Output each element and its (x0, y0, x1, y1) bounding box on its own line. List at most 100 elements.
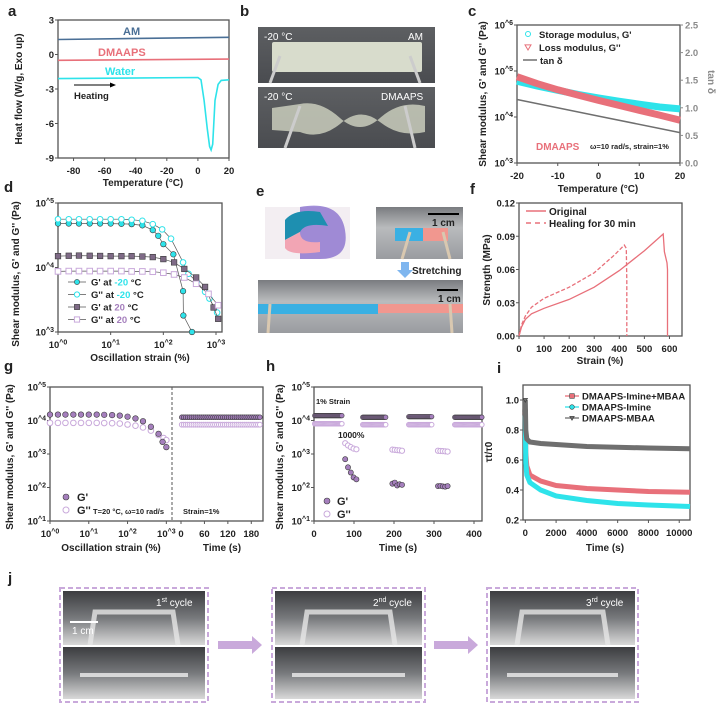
chart-c-xtick-label: -20 (510, 171, 524, 182)
chart-g-legend-marker-gpp (62, 506, 70, 514)
chart-f-xtick-label: 0 (516, 344, 521, 355)
chart-g-point-gpp (46, 419, 54, 427)
chart-f-ytick-label: 0.09 (497, 232, 516, 243)
chart-h-ylabel: Shear modulus, G' and G'' (Pa) (275, 384, 286, 530)
chart-d-point-2 (107, 253, 114, 260)
chart-g-left-xtick-label: 10^2 (118, 528, 137, 541)
chart-g-point-gp (85, 411, 92, 418)
chart-d-line-0 (58, 223, 193, 333)
chart-g-point-gp (147, 423, 155, 430)
chart-d-point-3 (205, 290, 212, 298)
chart-i-ytick-label: 0.4 (506, 486, 520, 497)
chart-g-point-gp (132, 415, 139, 422)
chart-g-point-gpp (70, 419, 77, 427)
chart-g-condition-left: T=20 °C, ω=10 rad/s (93, 507, 164, 516)
panel-j-photos: 1st cycle 2nd cycle 3rd cycle 1 cm (59, 587, 639, 703)
chart-a-label-am: AM (123, 26, 140, 38)
chart-c-right-ytick-label: 0.0 (685, 159, 698, 170)
chart-d-point-2 (65, 252, 72, 259)
photo-b-temp-top: -20 °C (264, 32, 292, 43)
chart-d-point-3 (118, 267, 125, 275)
chart-g-left-xtick-label: 10^3 (157, 528, 176, 541)
chart-i-xtick-label: 2000 (546, 528, 567, 539)
chart-a-annotation-heating: Heating (74, 91, 109, 102)
chart-d-legend-label-0: G' at -20 °C (91, 278, 142, 289)
chart-f-xtick-label: 200 (561, 344, 577, 355)
chart-f-line-healing (518, 244, 628, 337)
chart-g-ytick-label: 10^3 (27, 448, 46, 461)
chart-d-point-2 (193, 274, 200, 281)
chart-h-point-gp (345, 464, 351, 471)
chart-d-point-0 (155, 232, 162, 239)
chart-c-right-ytick-label: 1.5 (685, 76, 699, 87)
chart-h-point-gp (429, 414, 435, 420)
chart-a-xtick-label: 20 (224, 166, 235, 177)
chart-g-point-gpp (62, 419, 69, 427)
panel-label-a: a (8, 3, 17, 20)
chart-f-xtick-label: 500 (636, 344, 652, 355)
chart-i-start-point-2 (522, 398, 529, 403)
chart-c-right-ytick-label: 0.5 (685, 131, 699, 142)
chart-i-frame (522, 384, 691, 521)
photo-j-frame-3 (486, 587, 639, 703)
chart-c-legend-tan: tan δ (540, 56, 563, 67)
chart-d-point-3 (180, 274, 188, 281)
photo-b-temp-bottom: -20 °C (264, 92, 292, 103)
chart-d-point-0 (179, 288, 187, 295)
chart-g-left-xtick-label: 10^1 (79, 528, 98, 541)
chart-g-point-gpp (77, 419, 85, 427)
chart-h-point-gpp (382, 421, 389, 428)
chart-d-point-1 (75, 215, 83, 223)
panel-label-c: c (468, 3, 476, 20)
chart-d-xlabel: Oscillation strain (%) (90, 353, 189, 364)
chart-h-point-gp (342, 456, 349, 463)
chart-i-legend-label-0: DMAAPS-Imine+MBAA (582, 392, 685, 403)
chart-a-line-water (57, 76, 230, 153)
chart-i-legend-label-2: DMAAPS-MBAA (582, 414, 655, 425)
chart-g-right-xtick-label: 60 (199, 529, 210, 540)
chart-i-ytick-label: 0.6 (506, 456, 519, 467)
chart-c-legend-storage: Storage modulus, G' (539, 30, 632, 41)
chart-i-xtick-label: 8000 (638, 528, 659, 539)
chart-g-point-gp (54, 411, 62, 418)
chart-c-sample-label: DMAAPS (536, 142, 580, 153)
chart-d-point-2 (201, 283, 209, 291)
chart-i-legend-marker-1 (569, 404, 575, 410)
photo-j-gel-top-1 (87, 609, 181, 646)
chart-h-point-gp (353, 476, 360, 483)
chart-g-point-gpp (139, 424, 147, 431)
photo-j-gel-top-3 (514, 609, 611, 646)
chart-c-condition: ω=10 rad/s, strain=1% (590, 142, 669, 151)
photo-j-cycle-label-1: 1st cycle (156, 597, 193, 609)
chart-g-legend-gpp: G'' (77, 505, 91, 517)
photo-j-gel-top-2 (299, 609, 398, 646)
photo-j-top-2 (275, 591, 422, 645)
photo-j-cycle-label-2: 2nd cycle (373, 597, 412, 609)
chart-h-point-gpp (479, 421, 485, 428)
photo-j-frame-1 (59, 587, 209, 703)
chart-h-point-gp (339, 413, 345, 419)
chart-d-point-3 (149, 268, 157, 276)
photo-e-scale-1: 1 cm (432, 218, 455, 229)
chart-f-xtick-label: 400 (611, 344, 627, 355)
chart-h-point-gp (347, 469, 354, 476)
chart-i-ytick-label: 0.8 (506, 426, 519, 437)
chart-f-line-original (518, 232, 669, 337)
chart-g-right-xtick-label: 180 (243, 529, 259, 540)
panel-label-h: h (266, 358, 275, 375)
chart-d-point-1 (128, 216, 135, 224)
arrow-right-icon (434, 636, 478, 654)
chart-i-ylabel: τt/τ0 (484, 441, 495, 462)
chart-g-point-gp (159, 438, 166, 445)
panel-label-e: e (256, 183, 264, 200)
chart-g-right-xtick-label: 0 (178, 529, 183, 540)
chart-a-ytick-label: -9 (46, 154, 54, 165)
chart-d-point-0 (180, 312, 187, 319)
photo-j-top-1 (63, 591, 205, 645)
chart-d-point-3 (214, 301, 222, 309)
chart-h-point-gpp (398, 447, 406, 454)
stretching-arrow: Stretching (397, 262, 461, 278)
chart-d-point-2 (181, 265, 188, 273)
chart-h-point-gp (383, 414, 389, 420)
